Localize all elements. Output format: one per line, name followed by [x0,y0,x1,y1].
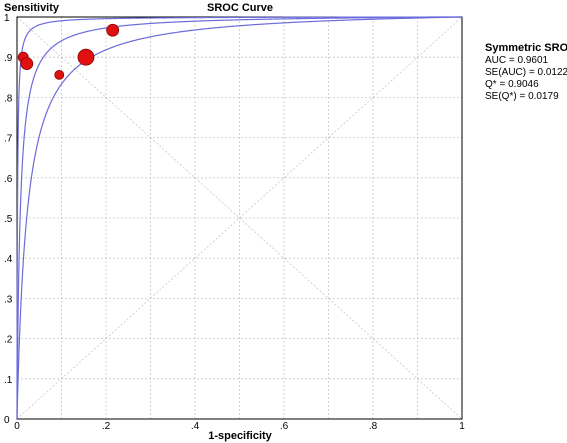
y-tick-label: .3 [4,294,13,305]
sroc-curve-upper [16,16,462,419]
stat-se-q-star: SE(Q*) = 0.0179 [485,91,559,102]
y-tick-label: .8 [4,93,13,104]
stat-se-auc: SE(AUC) = 0.0122 [485,67,567,78]
y-tick-label: .6 [4,174,13,185]
y-tick-label: 0 [4,415,10,426]
y-axis-label: Sensitivity [4,2,60,14]
x-axis-label: 1-specificity [208,430,272,442]
y-tick-label: .1 [4,375,13,386]
stats-heading: Symmetric SROC [485,42,567,54]
grid-lines [17,17,462,419]
y-tick-label: .4 [4,254,13,265]
y-tick-label: .9 [4,53,13,64]
x-tick-label: .2 [102,421,111,432]
study-points [17,23,120,80]
x-tick-label: .6 [280,421,289,432]
stat-q-star: Q* = 0.9046 [485,79,539,90]
y-axis-ticks: 0 .1 .2 .3 .4 .5 .6 .7 .8 .9 1 [4,13,13,426]
y-tick-label: .2 [4,335,13,346]
x-tick-label: 1 [459,421,465,432]
study-point [77,48,95,66]
x-tick-label: .8 [369,421,378,432]
chart-title: SROC Curve [207,2,273,14]
y-tick-label: .5 [4,214,13,225]
x-tick-label: 0 [14,421,20,432]
study-point [20,57,34,71]
study-point [106,23,120,37]
y-tick-label: .7 [4,134,13,145]
x-tick-label: .4 [191,421,200,432]
stat-auc: AUC = 0.9601 [485,55,549,66]
stats-panel: Symmetric SROC AUC = 0.9601 SE(AUC) = 0.… [485,42,567,102]
study-point [54,69,65,80]
sroc-curve-lower [16,16,463,419]
x-axis-ticks: 0 .2 .4 .6 .8 1 [14,421,465,432]
y-tick-label: 1 [4,13,10,24]
